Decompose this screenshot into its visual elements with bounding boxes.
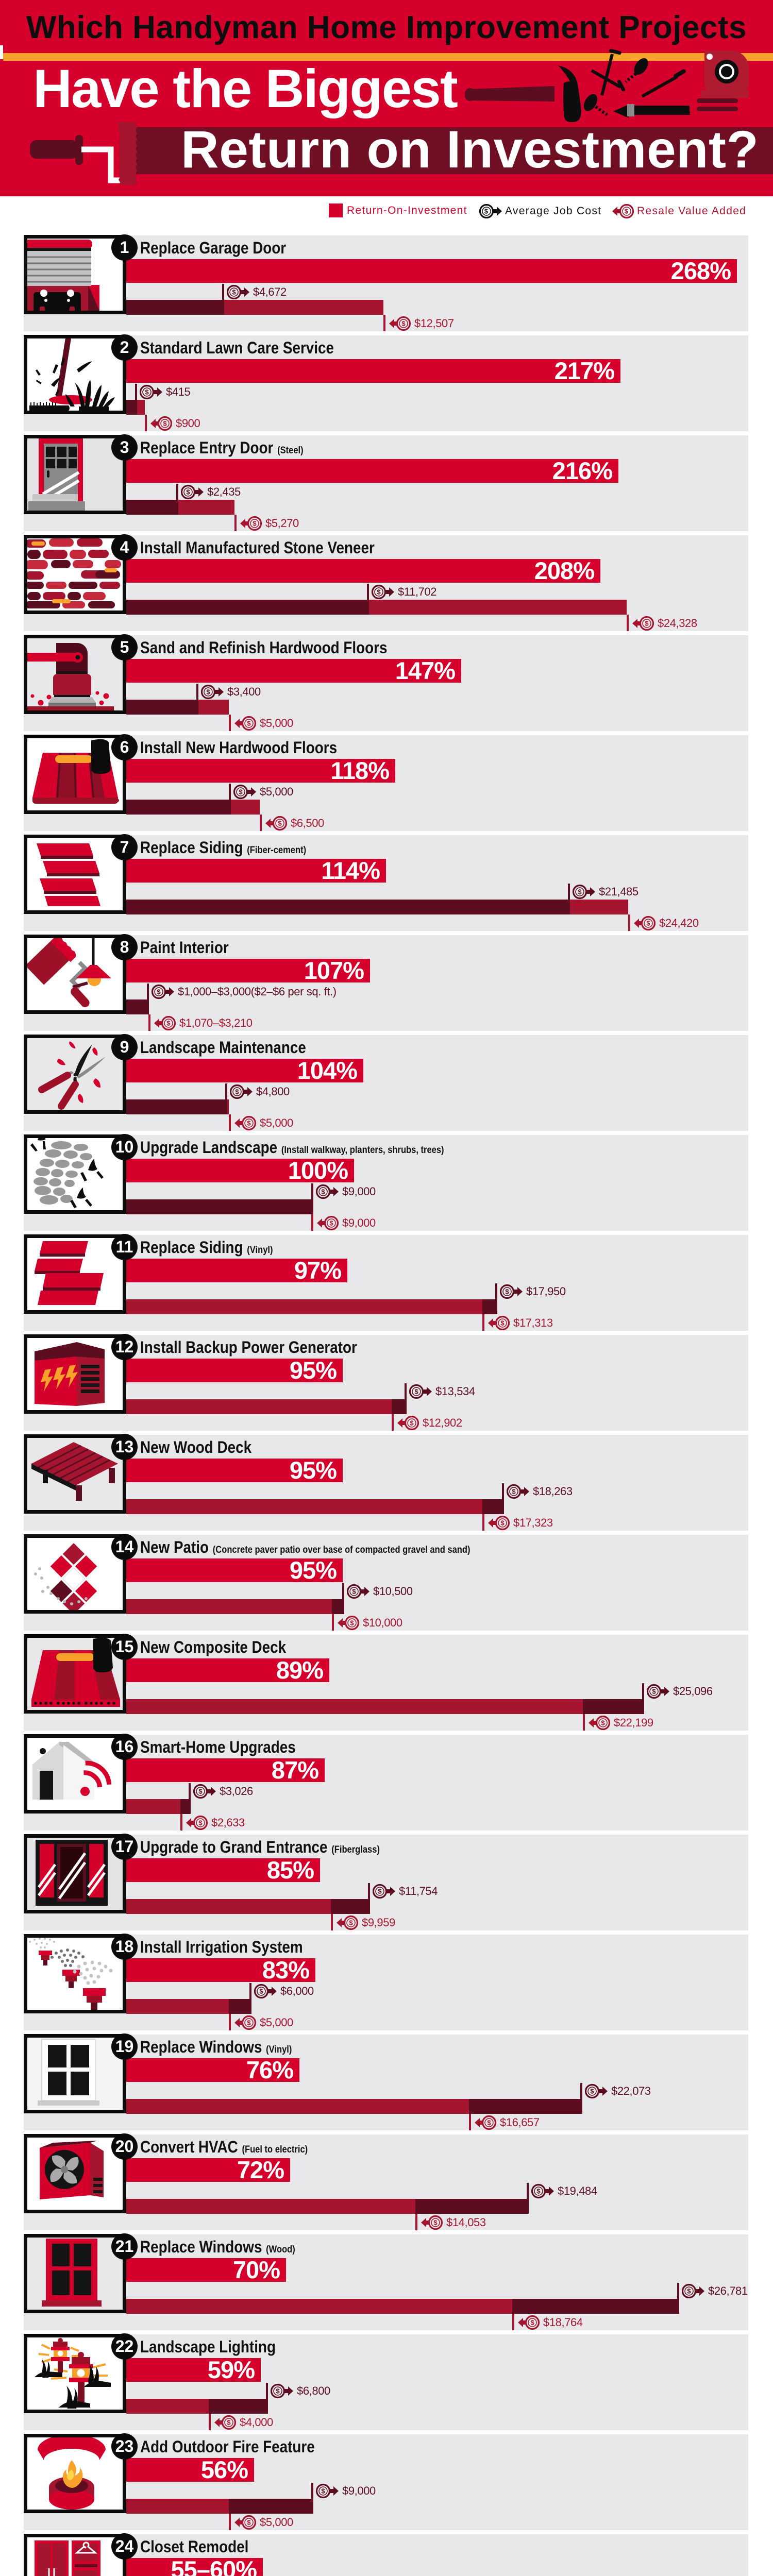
svg-text:$: $ (350, 1619, 354, 1626)
svg-text:$: $ (500, 1319, 505, 1327)
svg-text:$: $ (652, 1687, 656, 1695)
svg-text:$: $ (145, 388, 149, 396)
svg-text:$: $ (163, 419, 167, 427)
svg-text:$: $ (247, 2518, 251, 2526)
svg-text:$: $ (487, 2119, 491, 2126)
svg-text:$: $ (198, 1819, 203, 1826)
svg-text:$: $ (687, 2287, 691, 2295)
svg-text:$: $ (578, 888, 582, 895)
svg-text:$: $ (536, 2187, 541, 2195)
svg-text:$: $ (530, 2318, 534, 2326)
svg-text:$: $ (377, 588, 381, 596)
svg-text:$: $ (414, 1387, 418, 1395)
svg-text:$: $ (500, 1519, 505, 1527)
svg-text:$: $ (253, 519, 257, 527)
svg-text:$: $ (484, 208, 489, 215)
svg-text:$: $ (247, 719, 251, 727)
svg-text:$: $ (259, 1987, 263, 1995)
svg-text:$: $ (329, 1219, 333, 1227)
svg-text:$: $ (198, 1787, 203, 1795)
svg-text:$: $ (239, 788, 243, 795)
svg-text:$: $ (166, 1019, 171, 1027)
svg-text:$: $ (645, 619, 649, 627)
svg-text:$: $ (505, 1287, 509, 1295)
svg-text:$: $ (235, 1088, 239, 1095)
svg-text:$: $ (401, 319, 406, 327)
svg-text:$: $ (349, 1919, 353, 1926)
svg-text:$: $ (433, 2218, 438, 2226)
svg-text:$: $ (206, 688, 210, 696)
svg-text:$: $ (186, 488, 190, 496)
svg-text:$: $ (278, 819, 282, 827)
svg-text:$: $ (590, 2087, 594, 2095)
svg-text:$: $ (410, 1419, 414, 1427)
svg-text:$: $ (227, 2418, 231, 2426)
svg-text:$: $ (378, 1887, 382, 1895)
svg-text:$: $ (512, 1487, 516, 1495)
svg-text:$: $ (247, 1119, 251, 1127)
svg-text:$: $ (232, 288, 236, 296)
svg-text:$: $ (247, 2019, 251, 2026)
svg-text:$: $ (352, 1587, 356, 1595)
svg-text:$: $ (157, 988, 161, 995)
svg-text:$: $ (321, 2487, 325, 2495)
svg-text:$: $ (276, 2387, 280, 2395)
svg-text:$: $ (646, 919, 650, 927)
svg-text:$: $ (321, 1188, 325, 1195)
svg-text:$: $ (601, 1719, 605, 1726)
svg-text:$: $ (625, 208, 629, 215)
